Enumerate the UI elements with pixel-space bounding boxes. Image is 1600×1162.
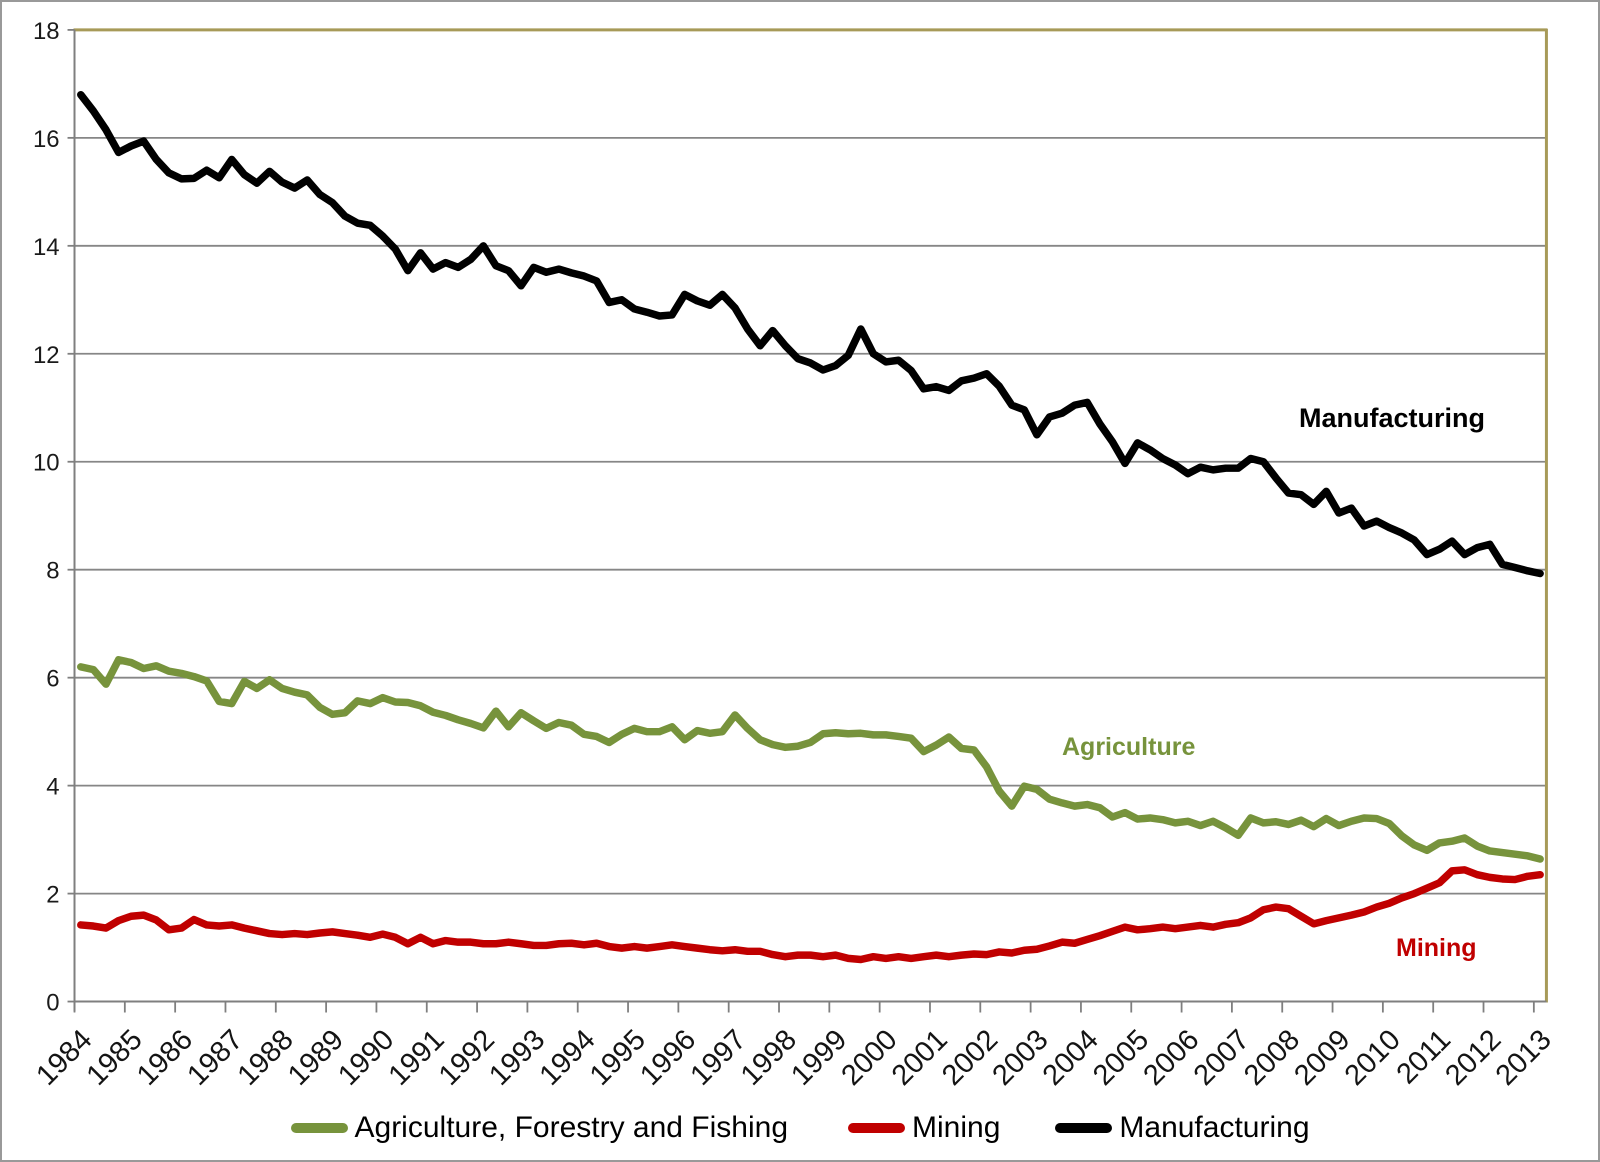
series-label-manufacturing: Manufacturing [1299, 403, 1485, 433]
legend-label-manufacturing: Manufacturing [1119, 1111, 1310, 1144]
legend-item-mining: Mining [848, 1104, 1000, 1152]
series-line-manufacturing [77, 90, 1544, 578]
x-axis-label: 2007 [1188, 1024, 1256, 1092]
x-axis-label: 2013 [1490, 1024, 1558, 1092]
x-axis-label: 2000 [835, 1024, 903, 1092]
legend: Agriculture, Forestry and Fishing Mining… [2, 1104, 1598, 1152]
legend-swatch-mining-icon [848, 1123, 906, 1133]
series-line-mining [77, 866, 1544, 964]
x-axis-label: 2009 [1288, 1024, 1356, 1092]
legend-swatch-manufacturing-icon [1055, 1123, 1113, 1133]
legend-item-manufacturing: Manufacturing [1055, 1104, 1310, 1152]
x-axis-label: 2005 [1087, 1024, 1155, 1092]
x-axis-label: 1997 [684, 1024, 752, 1092]
x-axis-label: 2003 [986, 1024, 1054, 1092]
x-axis-label: 1998 [735, 1024, 803, 1092]
x-axis-label: 1987 [181, 1024, 249, 1092]
x-axis-label: 1985 [81, 1024, 149, 1092]
y-axis-label: 6 [46, 666, 59, 693]
y-axis-label: 2 [46, 882, 59, 909]
y-axis-label: 0 [46, 990, 59, 1017]
legend-item-agriculture: Agriculture, Forestry and Fishing [290, 1104, 789, 1152]
y-axis-label: 12 [33, 342, 60, 369]
x-axis-label: 1986 [131, 1024, 199, 1092]
legend-swatch-agriculture-icon [290, 1123, 348, 1133]
x-axis-label: 1992 [433, 1024, 501, 1092]
x-axis-label: 1994 [534, 1024, 602, 1092]
x-axis-label: 2006 [1137, 1024, 1205, 1092]
x-axis-label: 2010 [1339, 1024, 1407, 1092]
y-axis-label: 8 [46, 558, 59, 585]
x-axis-label: 1996 [634, 1024, 702, 1092]
x-axis-label: 1993 [483, 1024, 551, 1092]
y-axis-label: 4 [46, 774, 59, 801]
x-axis-label: 1999 [785, 1024, 853, 1092]
y-axis-label: 16 [33, 126, 60, 153]
y-axis-label: 18 [33, 18, 60, 45]
x-axis-label: 1995 [584, 1024, 652, 1092]
legend-label-mining: Mining [912, 1111, 1001, 1144]
x-axis-label: 1988 [232, 1024, 300, 1092]
series-label-agriculture: Agriculture [1062, 733, 1196, 761]
x-axis-label: 1990 [332, 1024, 400, 1092]
y-axis-label: 14 [33, 234, 60, 261]
legend-label-agriculture: Agriculture, Forestry and Fishing [354, 1111, 789, 1144]
x-axis-label: 2012 [1439, 1024, 1507, 1092]
x-axis-label: 2004 [1037, 1024, 1105, 1092]
x-axis-label: 1991 [383, 1024, 451, 1092]
y-axis-label: 10 [33, 450, 60, 477]
x-axis-label: 2011 [1391, 1024, 1458, 1091]
x-axis-label: 2002 [936, 1024, 1004, 1092]
x-axis-label: 2008 [1238, 1024, 1306, 1092]
series-line-agriculture [77, 656, 1544, 863]
x-axis-label: 2001 [886, 1024, 954, 1092]
series-label-mining: Mining [1396, 934, 1477, 962]
x-axis-label: 1989 [282, 1024, 350, 1092]
x-axis-label: 1984 [30, 1024, 98, 1092]
